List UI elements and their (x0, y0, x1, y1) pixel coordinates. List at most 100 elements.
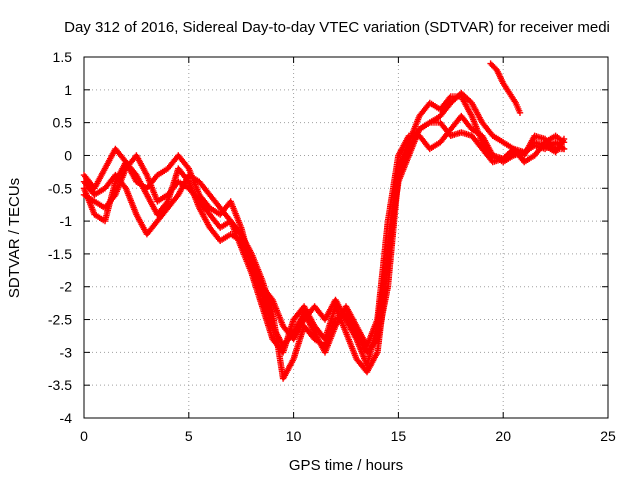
data-point (374, 322, 381, 330)
data-point (206, 211, 213, 218)
y-axis-label: SDTVAR / TECUs (6, 178, 23, 298)
data-point (196, 191, 203, 198)
data-point (269, 296, 276, 304)
data-point (227, 198, 234, 205)
data-point (541, 142, 549, 149)
data-point (300, 303, 308, 310)
x-tick-label: 15 (391, 428, 407, 444)
data-point (426, 145, 433, 153)
data-point (321, 336, 329, 343)
data-point (206, 191, 213, 198)
data-point (185, 178, 192, 185)
data-point (374, 349, 381, 356)
data-point (541, 135, 549, 143)
data-point (143, 191, 151, 198)
y-tick-label: -2.5 (48, 312, 72, 328)
data-point (91, 185, 98, 192)
data-point (217, 224, 224, 231)
y-tick-label: -0.5 (48, 180, 72, 196)
data-point (510, 149, 517, 156)
data-point (342, 303, 350, 310)
data-point (279, 375, 287, 382)
data-point (311, 329, 318, 336)
data-point (154, 211, 161, 218)
data-point (290, 316, 297, 323)
y-tick-label: -3.5 (48, 377, 72, 393)
data-point (384, 250, 392, 258)
y-tick-label: -1.5 (48, 246, 72, 262)
data-point (363, 362, 371, 369)
data-point (353, 336, 360, 343)
data-point (521, 152, 528, 159)
data-point (531, 132, 538, 139)
data-point (154, 171, 161, 179)
data-point (321, 349, 329, 356)
data-point (101, 217, 109, 225)
data-point (479, 119, 486, 126)
axis-ticks: 0 5 10 15 20 25 -4 -3.5 -3 -2.5 -2 -1.5 -1 -0.5 0 0.5 1 1… (48, 49, 616, 444)
data-point (426, 119, 433, 126)
chart-title: Day 312 of 2016, Sidereal Day-to-day VTE… (64, 19, 610, 36)
data-point (101, 185, 109, 192)
data-point (500, 155, 507, 162)
data-point (552, 145, 559, 153)
data-point (479, 132, 486, 139)
data-point (489, 132, 496, 139)
data-point (248, 263, 255, 271)
data-point (506, 89, 513, 97)
y-tick-label: -1 (60, 213, 73, 229)
data-point (143, 171, 151, 179)
data-point (342, 316, 350, 323)
data-point (560, 135, 568, 143)
data-point (238, 224, 245, 231)
data-point (468, 99, 475, 107)
data-point (311, 303, 318, 310)
data-point (227, 217, 234, 225)
data-point (175, 165, 182, 172)
data-point (279, 322, 287, 330)
data-point (80, 171, 88, 179)
data-point (353, 322, 360, 330)
y-tick-label: 1.5 (53, 49, 73, 65)
y-tick-label: 1 (64, 82, 72, 98)
x-axis-label: GPS time / hours (289, 457, 403, 474)
data-point (290, 336, 297, 343)
grid (84, 57, 608, 418)
x-tick-label: 0 (80, 428, 88, 444)
data-point (259, 283, 266, 290)
data-point (405, 132, 413, 139)
y-tick-label: -4 (60, 410, 73, 426)
data-marker (446, 94, 453, 101)
data-point (489, 158, 496, 166)
data-point (154, 198, 161, 205)
data-point (269, 336, 276, 343)
data-point (91, 211, 98, 218)
data-point (458, 129, 465, 136)
data-point (122, 185, 130, 192)
data-point (133, 178, 140, 185)
data-marks (80, 60, 568, 382)
data-point (363, 368, 371, 376)
data-point (80, 185, 88, 192)
y-tick-label: -3 (60, 344, 73, 360)
data-point (426, 99, 433, 107)
data-point (521, 158, 528, 166)
data-point (206, 204, 213, 212)
series-track-e (488, 61, 523, 114)
data-point (101, 165, 109, 172)
data-point (493, 66, 501, 74)
data-point (279, 349, 287, 356)
data-point (500, 80, 507, 87)
data-point (206, 224, 213, 231)
data-point (112, 145, 119, 153)
data-point (112, 178, 119, 185)
data-point (91, 191, 98, 198)
data-point (416, 112, 423, 120)
data-point (217, 211, 224, 218)
data-point (447, 93, 454, 100)
data-point (512, 99, 519, 107)
data-point (437, 112, 444, 120)
x-tick-label: 10 (286, 428, 302, 444)
data-point (196, 204, 203, 212)
data-point (154, 217, 161, 225)
